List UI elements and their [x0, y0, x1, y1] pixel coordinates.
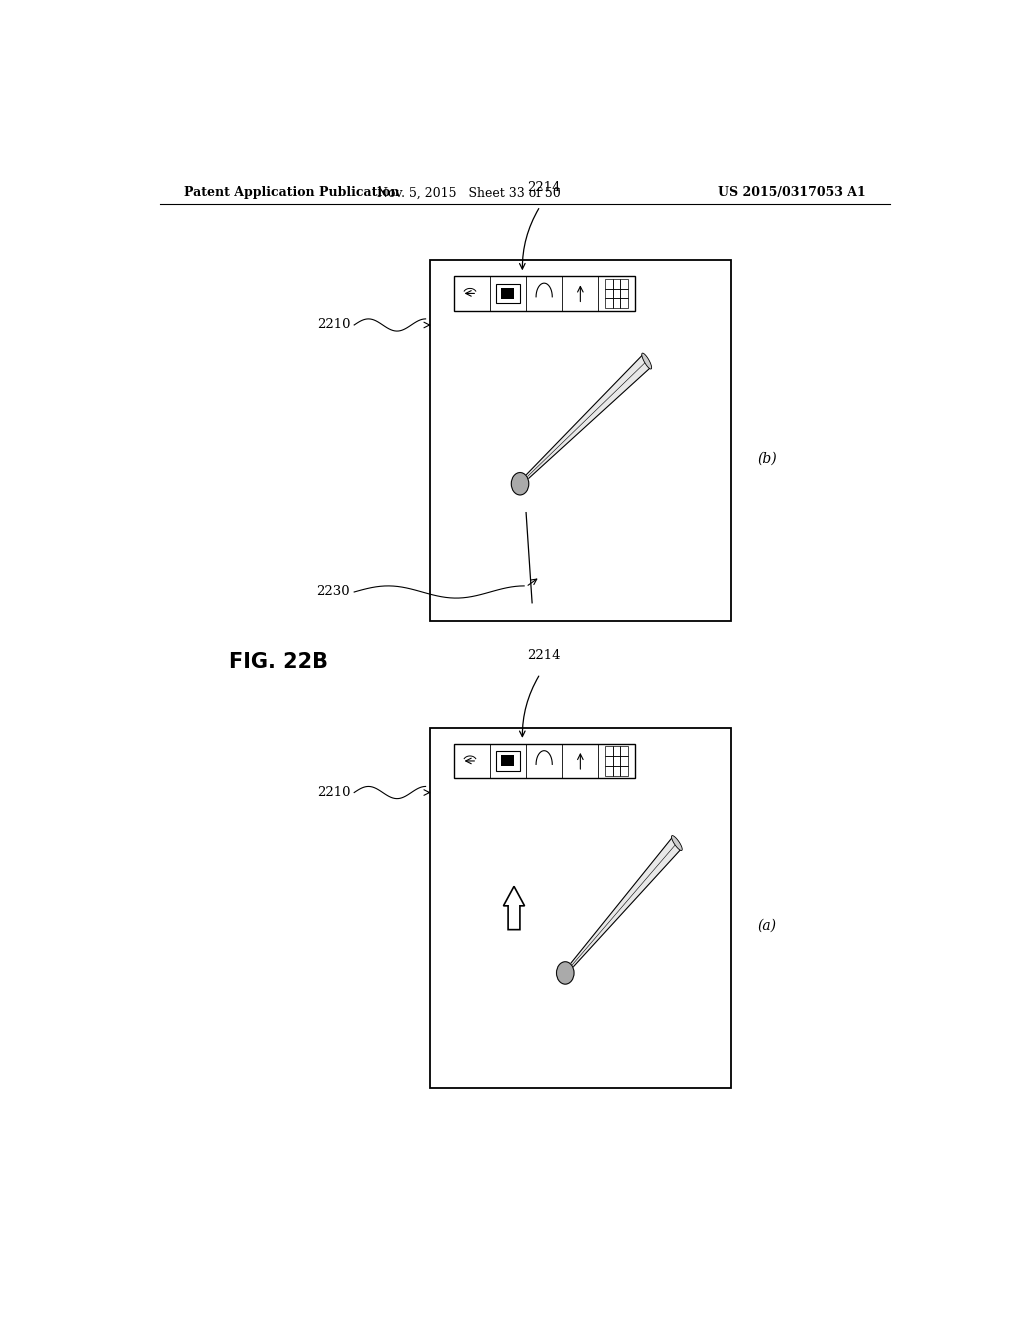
Bar [612, 298, 621, 308]
Polygon shape [564, 837, 681, 974]
Bar [621, 756, 628, 766]
Bar [612, 746, 621, 756]
Polygon shape [504, 886, 524, 929]
Bar [605, 279, 612, 289]
Bar [612, 756, 621, 766]
Circle shape [557, 962, 574, 985]
Bar [430, 260, 731, 620]
Bar [621, 298, 628, 308]
Text: 2210: 2210 [316, 318, 350, 331]
Text: 2210: 2210 [316, 785, 350, 799]
Text: 2214: 2214 [527, 181, 561, 194]
Bar [605, 298, 612, 308]
Text: Patent Application Publication: Patent Application Publication [183, 186, 399, 199]
Bar [605, 746, 612, 756]
Polygon shape [672, 836, 682, 850]
Bar [430, 727, 731, 1089]
Bar [454, 276, 635, 310]
Circle shape [511, 473, 528, 495]
Text: 2230: 2230 [316, 586, 350, 598]
Text: 2214: 2214 [527, 648, 561, 661]
Text: US 2015/0317053 A1: US 2015/0317053 A1 [718, 186, 866, 199]
Bar [621, 289, 628, 298]
Polygon shape [519, 355, 650, 486]
Bar [621, 766, 628, 776]
Bar [454, 744, 635, 777]
Bar [612, 766, 621, 776]
Bar [497, 751, 519, 771]
Bar [605, 289, 612, 298]
Text: (a): (a) [758, 919, 776, 933]
Bar [621, 746, 628, 756]
Bar [605, 766, 612, 776]
Bar [502, 288, 514, 298]
Text: FIG. 22B: FIG. 22B [229, 652, 329, 672]
Bar [621, 279, 628, 289]
Polygon shape [642, 352, 651, 370]
Bar [612, 289, 621, 298]
Bar [605, 756, 612, 766]
Bar [502, 755, 514, 767]
Text: (b): (b) [757, 451, 776, 466]
Bar [497, 284, 519, 304]
Text: Nov. 5, 2015   Sheet 33 of 50: Nov. 5, 2015 Sheet 33 of 50 [378, 186, 561, 199]
Bar [612, 279, 621, 289]
